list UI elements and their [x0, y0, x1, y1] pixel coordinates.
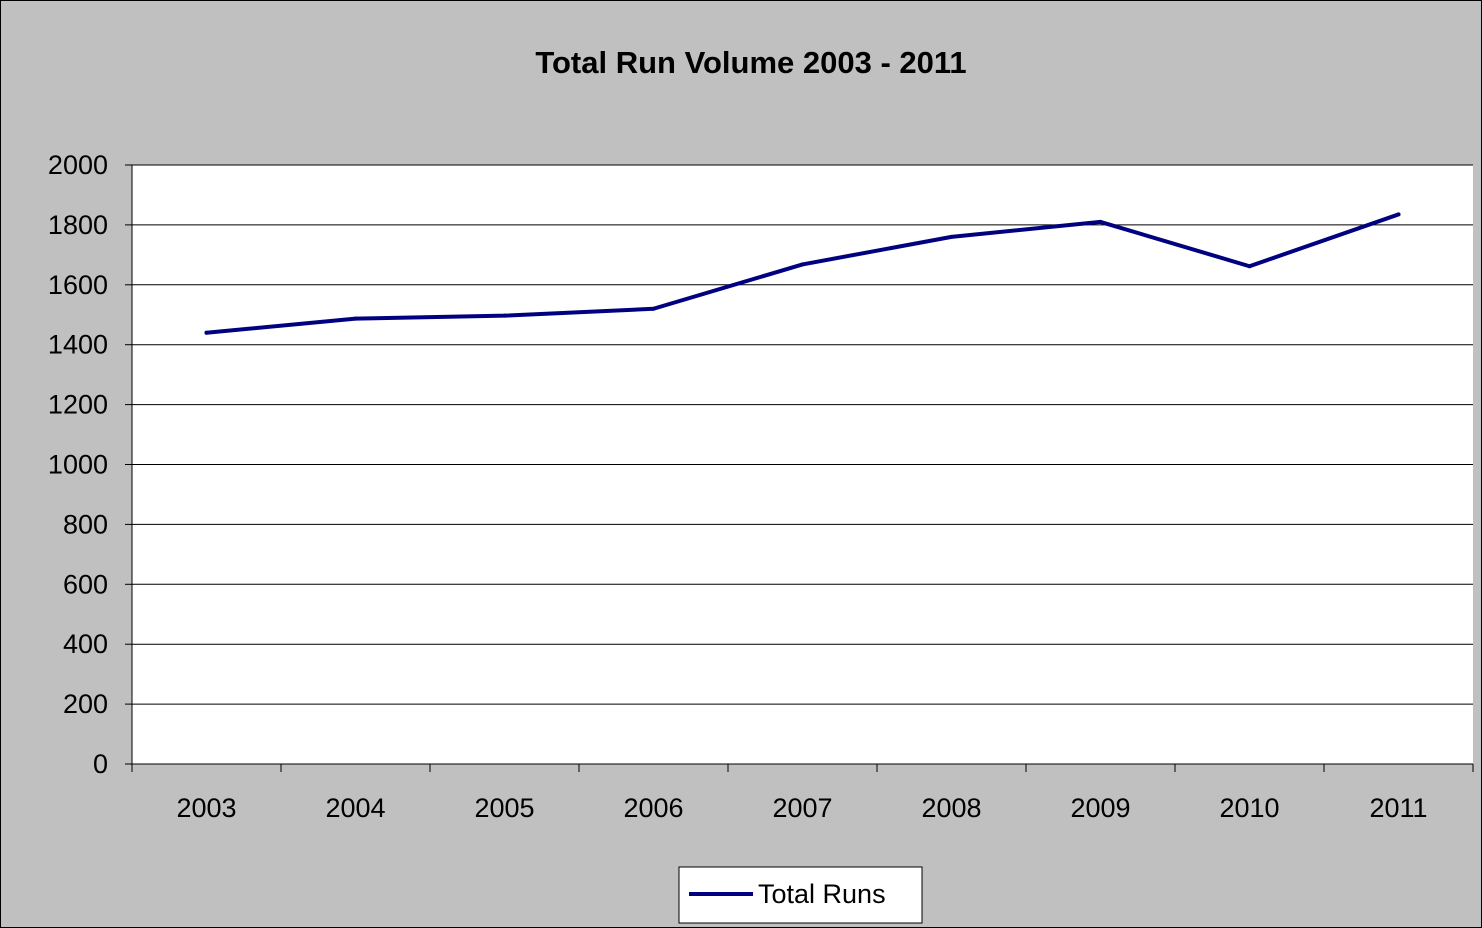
y-tick-label: 1000 — [48, 450, 108, 480]
x-tick-label: 2004 — [325, 793, 385, 823]
y-tick-label: 1600 — [48, 270, 108, 300]
x-tick-label: 2005 — [474, 793, 534, 823]
data-point — [1247, 264, 1252, 269]
chart-title: Total Run Volume 2003 - 2011 — [535, 45, 966, 80]
legend-label: Total Runs — [758, 879, 886, 909]
y-tick-label: 2000 — [48, 150, 108, 180]
y-tick-label: 200 — [63, 689, 108, 719]
legend: Total Runs — [678, 866, 923, 924]
x-tick-label: 2003 — [176, 793, 236, 823]
data-point — [949, 234, 954, 239]
data-point — [800, 262, 805, 267]
x-tick-labels: 2003 2004 2005 2006 2007 2008 2009 2010 2011 — [176, 793, 1427, 823]
y-tick-label: 1200 — [48, 390, 108, 420]
x-tick-label: 2008 — [921, 793, 981, 823]
data-point — [1396, 212, 1401, 217]
x-tick-label: 2010 — [1219, 793, 1279, 823]
data-point — [353, 316, 358, 321]
y-tick-label: 1400 — [48, 330, 108, 360]
data-point — [1098, 219, 1103, 224]
x-tick-label: 2007 — [772, 793, 832, 823]
y-tick-label: 1800 — [48, 210, 108, 240]
gridlines — [132, 164, 1473, 705]
data-point — [651, 306, 656, 311]
y-tick-labels: 0 200 400 600 800 1000 1200 1400 1600 1800 2000 — [48, 150, 108, 779]
y-tick-label: 600 — [63, 569, 108, 599]
data-point — [204, 330, 209, 335]
y-tick-label: 400 — [63, 629, 108, 659]
axes — [125, 164, 1474, 772]
data-point — [502, 313, 507, 318]
series-layer — [204, 212, 1401, 335]
y-tick-label: 0 — [93, 749, 108, 779]
x-tick-label: 2009 — [1070, 793, 1130, 823]
x-tick-label: 2006 — [623, 793, 683, 823]
x-tick-label: 2011 — [1369, 793, 1427, 823]
y-tick-label: 800 — [63, 509, 108, 539]
